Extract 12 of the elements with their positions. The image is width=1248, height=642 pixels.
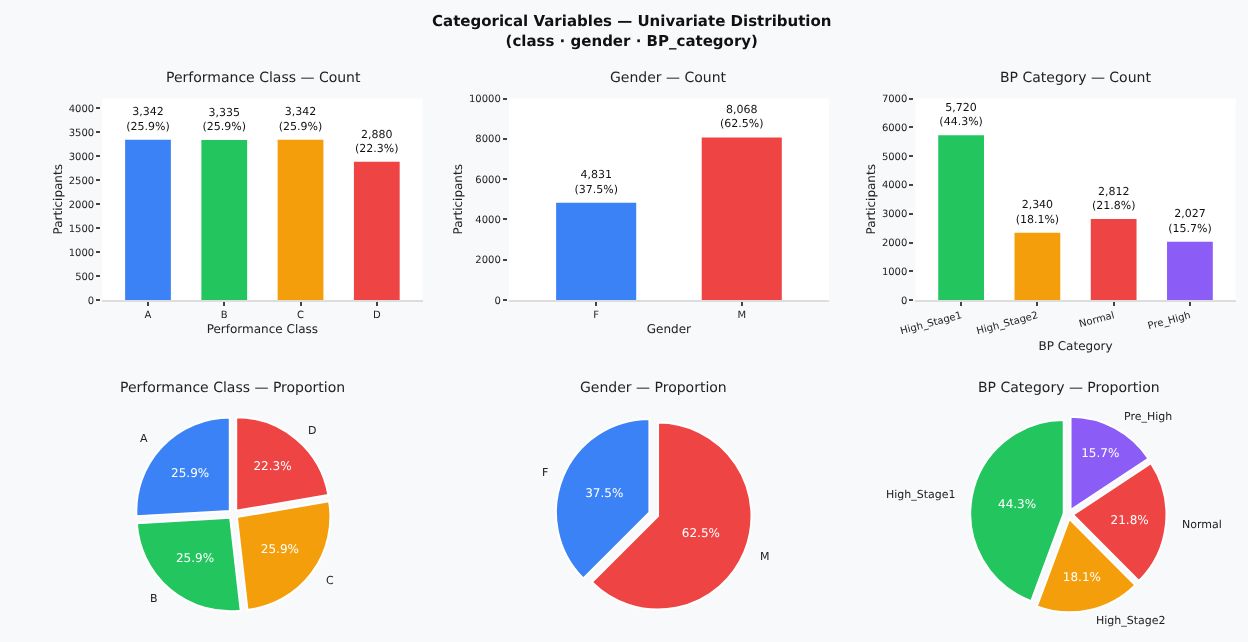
pie-slice <box>135 416 231 518</box>
pie-slice <box>135 516 242 613</box>
bar <box>353 161 400 301</box>
bar <box>938 135 984 301</box>
pie-slice <box>235 500 332 611</box>
bar <box>201 140 248 301</box>
pie-slice <box>235 416 330 512</box>
bar <box>277 139 324 301</box>
bar <box>125 139 171 301</box>
bar <box>1014 232 1061 301</box>
bar <box>1167 241 1213 301</box>
bar <box>1090 219 1137 301</box>
